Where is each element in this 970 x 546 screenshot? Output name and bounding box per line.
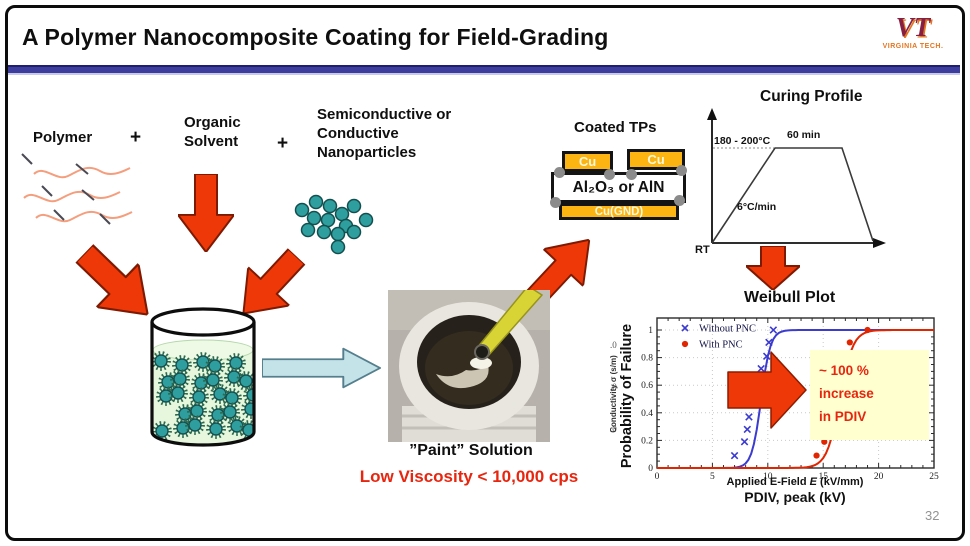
cu-electrode-right: Cu	[627, 149, 685, 170]
arrow-nanoparticles-to-beaker	[242, 247, 306, 315]
ramp-rate-label: 6°C/min	[737, 201, 776, 213]
solvent-label: Organic Solvent	[184, 114, 241, 150]
solder-bump	[554, 167, 565, 178]
weibull-plot-heading: Weibull Plot	[744, 289, 836, 306]
svg-text:0.8: 0.8	[641, 354, 653, 364]
solder-bump	[604, 169, 615, 180]
arrow-solvent-to-beaker	[178, 174, 234, 252]
dwell-time-label: 60 min	[787, 129, 820, 141]
weibull-chart-svg: 0 5 10 15 20 25 0 0.2 0.4 0.6 0.8 1 Without PNC With …	[609, 317, 939, 505]
solder-bump	[626, 169, 637, 180]
cu-electrode-left: Cu	[562, 151, 613, 172]
solder-bump	[674, 195, 685, 206]
x-axis-arrowhead	[873, 238, 886, 248]
svg-text:Without PNC: Without PNC	[699, 324, 756, 335]
arrow-beaker-to-paint	[262, 347, 382, 389]
x-axis-label: Applied E-Field E (kV/mm)	[727, 476, 864, 488]
svg-text:25: 25	[929, 472, 939, 482]
svg-text:With PNC: With PNC	[699, 340, 743, 351]
y-axis-label: Probability of Failure	[619, 324, 635, 468]
coated-tps-heading: Coated TPs	[574, 119, 657, 136]
viscosity-note: Low Viscosity < 10,000 cps	[359, 467, 579, 486]
arrow-polymer-to-beaker	[75, 243, 149, 316]
ghost-tick: .0	[610, 382, 617, 392]
y-axis-underlay-label: Conductivity σ (s/m)	[609, 355, 618, 433]
room-temp-label: RT	[695, 244, 710, 255]
cure-temp-label: 180 - 200°C	[714, 135, 771, 147]
svg-text:1: 1	[648, 326, 653, 336]
paint-solution-photo	[388, 290, 550, 442]
svg-text:0: 0	[655, 472, 660, 482]
temperature-profile-line	[711, 147, 874, 244]
y-axis-arrowhead	[707, 108, 717, 120]
annotation-box	[810, 350, 929, 440]
vt-logo-text: VIRGINIA TECH.	[882, 43, 944, 50]
svg-text:15: 15	[818, 472, 828, 482]
solder-bump	[676, 165, 687, 176]
vt-monogram-icon: VT	[895, 12, 931, 42]
beaker-with-nanoparticle-suspension	[150, 307, 256, 447]
annotation-line-2: increase	[819, 386, 874, 401]
svg-text:0.6: 0.6	[641, 381, 653, 391]
arrow-paint-to-coated-tps	[525, 238, 591, 307]
x-axis-secondary-label: PDIV, peak (kV)	[744, 489, 845, 505]
paint-solution-caption: ”Paint” Solution	[409, 442, 533, 459]
polymer-chains-sketch	[21, 153, 133, 225]
svg-text:0.2: 0.2	[641, 436, 653, 446]
svg-text:10: 10	[763, 472, 773, 482]
annotation-line-3: in PDIV	[819, 409, 866, 424]
title-divider	[8, 65, 960, 75]
svg-text:5: 5	[710, 472, 715, 482]
ghost-tick: .0	[610, 340, 617, 350]
page-number: 32	[925, 508, 940, 523]
beaker-outline	[150, 307, 256, 447]
plus-sign-2: +	[277, 133, 289, 154]
weibull-chart: 0 5 10 15 20 25 0 0.2 0.4 0.6 0.8 1 Without PNC With …	[600, 308, 965, 518]
slide-title: A Polymer Nanocomposite Coating for Fiel…	[22, 24, 609, 50]
solder-bump	[550, 197, 561, 208]
ground-layer: Cu(GND)	[559, 203, 679, 220]
curing-profile-heading: Curing Profile	[760, 88, 863, 105]
plus-sign-1: +	[130, 127, 142, 148]
annotation-line-1: ~ 100 %	[819, 363, 869, 378]
polymer-label: Polymer	[33, 129, 93, 146]
nanoparticles-label: Semiconductive or Conductive Nanoparticl…	[317, 106, 452, 161]
substrate-layer: Al₂O₃ or AlN	[551, 172, 686, 203]
arrow-curing-to-weibull	[746, 246, 800, 290]
ghost-tick: .0	[610, 424, 617, 434]
svg-text:20: 20	[874, 472, 884, 482]
nanoparticle-cluster	[294, 194, 374, 255]
curing-profile-diagram: 180 - 200°C 60 min 6°C/min RT	[695, 108, 886, 255]
svg-text:0.4: 0.4	[641, 409, 653, 419]
pdiv-shift-arrow	[727, 351, 807, 429]
virginia-tech-logo: VT VIRGINIA TECH.	[868, 12, 958, 51]
svg-text:0: 0	[648, 464, 653, 474]
